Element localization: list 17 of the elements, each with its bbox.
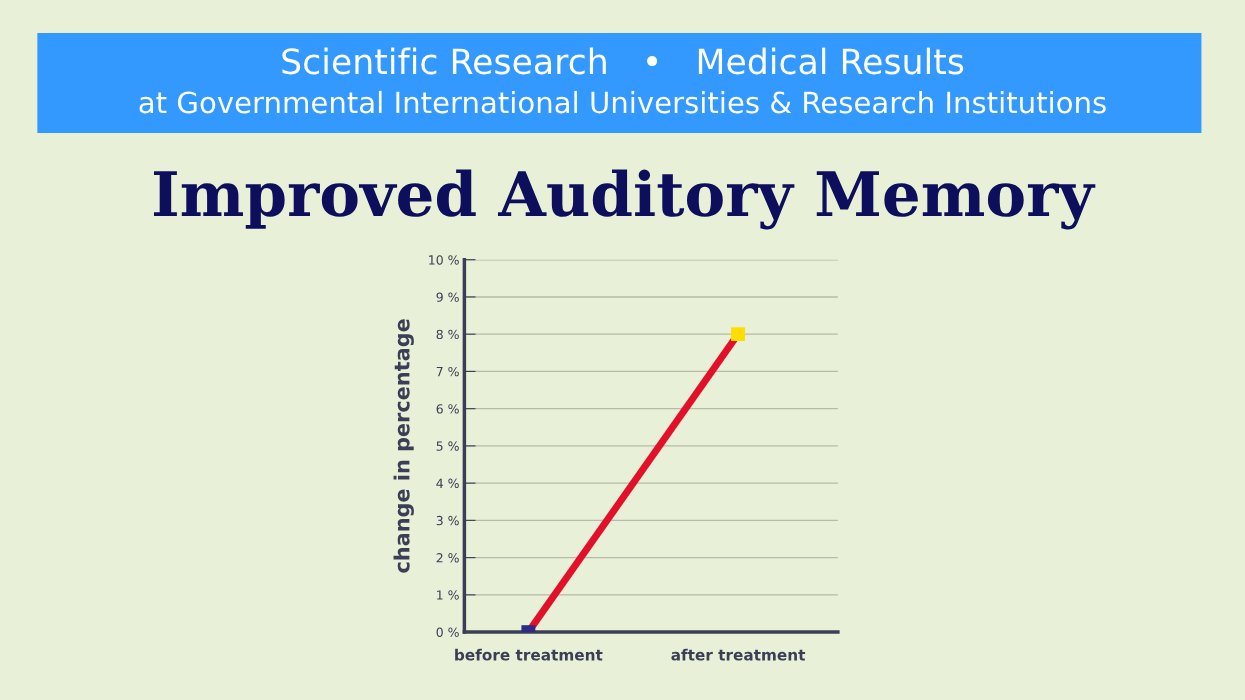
text: Scientific Research • Medical Results — [282, 47, 964, 75]
y-tick-label: 0 % — [436, 627, 459, 638]
x-tick-label: before treatment — [455, 648, 603, 661]
x-tick-label: after treatment — [671, 648, 806, 661]
y-tick-label: 1 % — [437, 590, 459, 600]
y-tick-label: 9 % — [436, 292, 459, 302]
y-axis-title: change in percentage — [393, 319, 414, 573]
y-tick-label: 8 % — [436, 329, 459, 340]
y-tick-label: 2 % — [436, 553, 459, 563]
chart-title: Improved Auditory Memory — [153, 169, 1096, 230]
y-tick-label: 5 % — [436, 441, 459, 451]
text: at Governmental International Universities & Research Institutions — [139, 90, 1106, 114]
y-tick-label: 4 % — [436, 478, 459, 489]
y-tick-label: 6 % — [436, 404, 459, 414]
y-tick-label: 3 % — [436, 515, 459, 526]
y-tick-label: 7 % — [436, 366, 459, 377]
y-tick-label: 10 % — [429, 255, 459, 265]
